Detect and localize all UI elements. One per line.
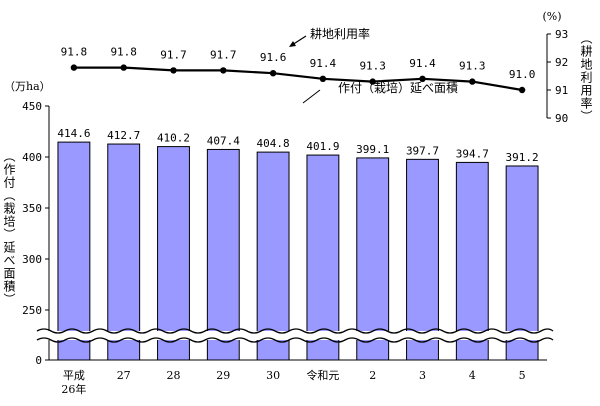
- bar: [505, 165, 539, 361]
- bar: [206, 148, 240, 361]
- bar-y-tick-label: 400: [22, 151, 42, 164]
- line-data-label: 91.4: [310, 57, 337, 70]
- bar-x-tick-label: 4: [469, 369, 476, 382]
- axis-break-wave: [36, 328, 554, 334]
- bar-y-tick-label: 250: [22, 304, 42, 317]
- line-data-label: 91.8: [61, 46, 88, 59]
- bar-data-label: 410.2: [157, 132, 190, 145]
- line-point: [419, 75, 426, 83]
- bar-x-tick-label: 平成 26年: [61, 369, 86, 396]
- axis-break-wave: [36, 337, 554, 343]
- bar-x-tick-label: 3: [419, 369, 426, 382]
- line-unit-label: (%): [542, 10, 561, 23]
- line-chart-layer: 90 91 92 93 (%) 91.8 91.8 91.7 91.7 91.6 91.4 91.3 9…: [61, 10, 569, 125]
- bar-y-axis-title: （作付（栽培）延べ面積）: [2, 150, 16, 306]
- line-data-label: 91.3: [459, 60, 486, 73]
- bar-x-tick-label: 28: [167, 369, 181, 382]
- bar: [157, 146, 190, 361]
- bar: [256, 151, 290, 361]
- bar: [57, 141, 91, 361]
- line-point: [518, 86, 526, 94]
- line-y-tick-label: 90: [555, 112, 568, 125]
- line-point: [469, 78, 476, 85]
- line-point: [70, 64, 78, 71]
- bar-data-label: 391.2: [506, 151, 539, 164]
- bar-data-label: 394.7: [456, 147, 489, 160]
- bar-legend-leader: [302, 89, 321, 104]
- axis-break-band: [37, 331, 553, 340]
- line-legend-arrowhead: [289, 41, 296, 47]
- bar-y-tick-label: 350: [22, 202, 42, 215]
- line-y-tick-label: 93: [555, 28, 568, 41]
- bar: [107, 143, 141, 361]
- line-point: [120, 64, 127, 71]
- bar-data-label: 407.4: [207, 134, 240, 147]
- bar-x-tick-label: 2: [369, 369, 376, 382]
- line-data-label: 91.4: [409, 57, 436, 70]
- bar-data-label: 399.1: [356, 143, 389, 156]
- bar-y-tick-label: 300: [22, 253, 42, 266]
- line-data-label: 91.3: [359, 60, 386, 73]
- bar-y-tick-label: 450: [22, 100, 42, 113]
- bar: [356, 157, 390, 361]
- line-point: [220, 67, 227, 74]
- bar-y-tick-label: 0: [35, 354, 42, 367]
- line-y-tick-label: 91: [555, 84, 568, 97]
- line-y-axis-title: （耕地利用率）: [579, 32, 593, 123]
- bar-data-label: 397.7: [406, 144, 439, 157]
- line-y-tick-label: 92: [555, 56, 568, 69]
- bar-data-label: 404.8: [257, 137, 290, 150]
- line-point: [170, 67, 177, 74]
- bar-x-tick-label: 29: [216, 369, 230, 382]
- line-point: [269, 70, 277, 77]
- bar: [306, 154, 340, 361]
- line-data-label: 91.6: [260, 51, 287, 64]
- bar-data-label: 401.9: [306, 140, 339, 153]
- line-data-label: 91.8: [110, 46, 137, 59]
- bar-legend-label: 作付（栽培）延べ面積: [338, 80, 458, 95]
- line-point: [369, 78, 376, 85]
- bar-x-tick-label: 27: [117, 369, 131, 382]
- line-legend-label: 耕地利用率: [310, 26, 370, 41]
- bar-x-tick-label: 30: [266, 369, 280, 382]
- bar-chart-layer: 0 250 300 350 400 450 （万ha） 414.6 412.7 410.2 407.…: [4, 80, 554, 396]
- line-series: [73, 66, 523, 92]
- line-data-label: 91.7: [160, 48, 187, 61]
- bar: [406, 158, 439, 361]
- bar-unit-label: （万ha）: [4, 80, 51, 93]
- bar-x-tick-label: 5: [519, 369, 526, 382]
- bar: [455, 161, 489, 361]
- bar-x-tick-label: 令和元: [306, 368, 339, 382]
- line-data-label: 91.0: [509, 68, 536, 81]
- line-point: [319, 75, 327, 83]
- bar-data-label: 412.7: [107, 129, 140, 142]
- bar-data-label: 414.6: [57, 127, 90, 140]
- line-data-label: 91.7: [210, 48, 237, 61]
